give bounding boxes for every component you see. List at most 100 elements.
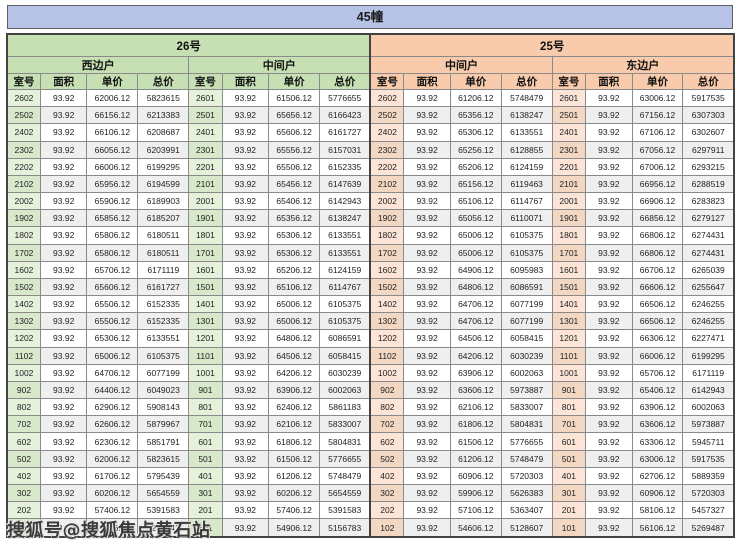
cell-unit-price: 66856.12 <box>631 209 684 228</box>
cell-area: 93.92 <box>585 226 633 245</box>
cell-total-price: 5203743 <box>137 518 190 538</box>
cell-total-price: 6110071 <box>500 209 553 228</box>
cell-unit-price: 65706.12 <box>86 260 139 279</box>
cell-total-price: 5720303 <box>500 466 553 485</box>
cell-area: 93.92 <box>39 226 88 245</box>
cell-room-number: 901 <box>551 380 587 400</box>
cell-unit-price: 66006.12 <box>86 157 139 176</box>
col-room: 室号 <box>369 73 405 90</box>
cell-total-price: 6138247 <box>319 209 371 228</box>
cell-unit-price: 65506.12 <box>268 157 321 176</box>
cell-room-number: 1401 <box>188 295 223 314</box>
cell-total-price: 5720303 <box>682 483 735 503</box>
cell-total-price: 6161727 <box>319 123 371 142</box>
cell-area: 93.92 <box>39 483 88 503</box>
cell-total-price: 6180511 <box>137 243 190 262</box>
cell-room-number: 601 <box>551 432 587 451</box>
cell-unit-price: 64206.12 <box>449 346 502 365</box>
cell-area: 93.92 <box>403 483 451 503</box>
cell-area: 93.92 <box>39 123 88 142</box>
col-room: 室号 <box>188 73 223 90</box>
cell-total-price: 5823615 <box>137 88 190 108</box>
cell-area: 93.92 <box>221 329 270 348</box>
cell-room-number: 2002 <box>6 192 41 211</box>
cell-area: 93.92 <box>585 277 633 297</box>
cell-total-price: 6105375 <box>500 243 553 262</box>
cell-room-number: 1701 <box>551 243 587 262</box>
cell-room-number: 1001 <box>188 363 223 382</box>
cell-total-price: 6194599 <box>137 174 190 194</box>
cell-area: 93.92 <box>221 157 270 176</box>
col-area: 面积 <box>39 73 88 90</box>
cell-total-price: 6307303 <box>682 106 735 125</box>
col-unit-price: 单价 <box>631 73 684 90</box>
cell-unit-price: 64506.12 <box>268 346 321 365</box>
cell-total-price: 5363407 <box>500 501 553 520</box>
cell-area: 93.92 <box>221 226 270 245</box>
cell-room-number: 1101 <box>551 346 587 365</box>
cell-unit-price: 65156.12 <box>449 174 502 194</box>
cell-room-number: 1402 <box>6 295 41 314</box>
cell-room-number: 301 <box>551 483 587 503</box>
cell-total-price: 6255647 <box>682 277 735 297</box>
cell-total-price: 6185207 <box>137 209 190 228</box>
cell-total-price: 6077199 <box>500 312 553 331</box>
cell-total-price: 6147639 <box>319 174 371 194</box>
cell-total-price: 6058415 <box>319 346 371 365</box>
cell-room-number: 601 <box>188 432 223 451</box>
cell-total-price: 5654559 <box>137 483 190 503</box>
cell-room-number: 2502 <box>369 106 405 125</box>
price-table: 26号 25号 西边户 中间户 中间户 东边户 室号 面积 单价 总价 室号 面… <box>6 33 735 538</box>
cell-room-number: 1502 <box>369 277 405 297</box>
cell-unit-price: 65056.12 <box>449 209 502 228</box>
cell-room-number: 1901 <box>188 209 223 228</box>
cell-unit-price: 66056.12 <box>86 140 139 159</box>
cell-unit-price: 67106.12 <box>631 123 684 142</box>
cell-unit-price: 66606.12 <box>631 277 684 297</box>
cell-room-number: 701 <box>551 415 587 434</box>
cell-area: 93.92 <box>221 174 270 194</box>
cell-room-number: 201 <box>551 501 587 520</box>
cell-room-number: 1201 <box>551 329 587 348</box>
cell-total-price: 6030239 <box>500 346 553 365</box>
cell-unit-price: 61506.12 <box>268 88 321 108</box>
cell-total-price: 6152335 <box>137 312 190 331</box>
cell-total-price: 6105375 <box>500 226 553 245</box>
cell-total-price: 6152335 <box>137 295 190 314</box>
cell-total-price: 6142943 <box>682 380 735 400</box>
cell-total-price: 6133551 <box>319 226 371 245</box>
cell-unit-price: 66806.12 <box>631 243 684 262</box>
cell-unit-price: 58106.12 <box>631 501 684 520</box>
table-row: 2302 93.92 66056.12 6203991 2301 93.92 65556.1… <box>6 140 735 159</box>
cell-room-number: 1301 <box>551 312 587 331</box>
cell-total-price: 6086591 <box>319 329 371 348</box>
cell-room-number: 1801 <box>551 226 587 245</box>
cell-area: 93.92 <box>585 432 633 451</box>
cell-unit-price: 64706.12 <box>449 312 502 331</box>
cell-unit-price: 64906.12 <box>449 260 502 279</box>
cell-unit-price: 65506.12 <box>86 312 139 331</box>
cell-area: 93.92 <box>585 466 633 485</box>
cell-total-price: 5391583 <box>319 501 371 520</box>
cell-unit-price: 65806.12 <box>86 226 139 245</box>
cell-room-number: 2202 <box>6 157 41 176</box>
cell-total-price: 6152335 <box>319 157 371 176</box>
cell-area: 93.92 <box>39 243 88 262</box>
table-row: 1402 93.92 65506.12 6152335 1401 93.92 65006.1… <box>6 295 735 314</box>
cell-unit-price: 64706.12 <box>86 363 139 382</box>
cell-room-number: 2602 <box>369 88 405 108</box>
cell-area: 93.92 <box>585 106 633 125</box>
cell-total-price: 5776655 <box>319 449 371 468</box>
building-26-header: 26号 <box>6 33 371 57</box>
cell-unit-price: 62706.12 <box>631 466 684 485</box>
cell-unit-price: 62106.12 <box>449 398 502 417</box>
cell-total-price: 6128855 <box>500 140 553 159</box>
cell-area: 93.92 <box>585 449 633 468</box>
cell-room-number: 2301 <box>188 140 223 159</box>
cell-area: 93.92 <box>585 380 633 400</box>
cell-total-price: 6086591 <box>500 277 553 297</box>
table-row: 1302 93.92 65506.12 6152335 1301 93.92 65006.1… <box>6 312 735 331</box>
cell-unit-price: 65456.12 <box>268 174 321 194</box>
cell-room-number: 102 <box>369 518 405 538</box>
cell-total-price: 5973887 <box>682 415 735 434</box>
